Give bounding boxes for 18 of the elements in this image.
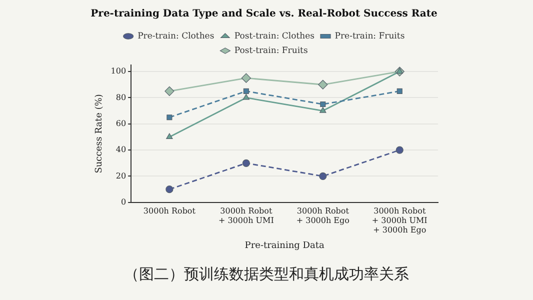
- legend-label: Pre-train: Fruits: [334, 31, 405, 42]
- legend-label: Post-train: Fruits: [234, 46, 308, 56]
- y-tick-label: 100: [110, 66, 126, 76]
- legend-label: Post-train: Clothes: [234, 31, 315, 42]
- y-tick-label: 0: [120, 197, 126, 206]
- y-tick-label: 80: [116, 92, 126, 102]
- x-axis-title: Pre-training Data: [244, 240, 325, 251]
- y-axis-title: Success Rate (%): [94, 94, 105, 174]
- chart-title: Pre-training Data Type and Scale vs. Real-Robot Success Rate: [90, 8, 438, 20]
- y-tick-label: 60: [116, 118, 126, 128]
- x-tick-label: 3000h Robot: [143, 206, 196, 216]
- y-tick-label: 20: [116, 171, 126, 180]
- x-tick-label: 3000h Robot + 3000h UMI: [218, 206, 274, 225]
- y-tick-label: 40: [116, 145, 126, 154]
- x-tick-label: 3000h Robot + 3000h UMI + 3000h Ego: [372, 206, 428, 234]
- x-tick-label: 3000h Robot + 3000h Ego: [296, 206, 350, 225]
- legend-label: Pre-train: Clothes: [138, 31, 214, 42]
- text: （图二）预训练数据类型和真机成功率关系: [124, 264, 409, 283]
